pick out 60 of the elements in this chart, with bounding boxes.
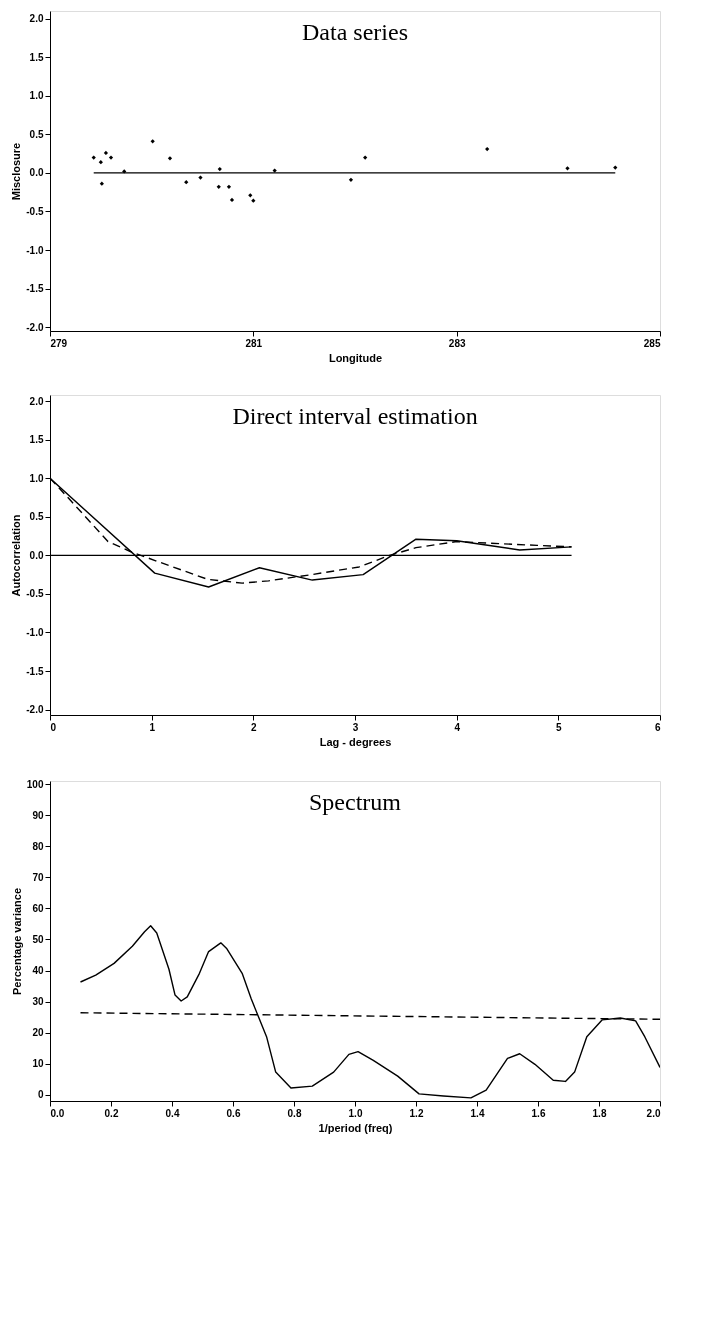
x-tick-label: 1.8	[592, 1107, 607, 1119]
y-tick-label: -1.0	[26, 626, 44, 638]
y-tick-label: 0.0	[29, 167, 44, 179]
y-tick-label: 1.5	[29, 434, 44, 446]
chart-title: Spectrum	[309, 789, 402, 815]
x-axis-title: Lag - degrees	[319, 735, 392, 748]
chart-title: Direct interval estimation	[232, 403, 478, 429]
x-tick-label: 2.0	[646, 1107, 661, 1119]
y-tick-label: 2.0	[29, 395, 44, 407]
y-tick-label: 80	[32, 840, 44, 852]
y-tick-label: -0.5	[26, 205, 44, 217]
y-tick-label: 20	[32, 1027, 44, 1039]
x-tick-label: 0.4	[165, 1107, 180, 1119]
y-tick-label: 50	[32, 933, 44, 945]
x-tick-label: 6	[654, 721, 661, 733]
x-tick-label: 0.2	[104, 1107, 119, 1119]
y-tick-label: -1.5	[26, 665, 44, 677]
x-tick-label: 5	[556, 721, 563, 733]
x-tick-label: 0.0	[50, 1107, 65, 1119]
y-tick-label: 30	[32, 996, 44, 1008]
y-tick-label: 100	[26, 778, 44, 790]
x-tick-label: 0.6	[226, 1107, 241, 1119]
y-tick-label: 0.5	[29, 511, 44, 523]
x-tick-label: 4	[454, 721, 461, 733]
y-tick-label: -0.5	[26, 588, 44, 600]
y-tick-label: -2.0	[26, 704, 44, 716]
y-tick-label: 1.0	[29, 472, 44, 484]
x-tick-label: 283	[448, 337, 466, 349]
x-tick-label: 279	[50, 337, 68, 349]
x-tick-label: 1.0	[348, 1107, 363, 1119]
y-tick-label: 60	[32, 902, 44, 914]
chart-title: Data series	[302, 19, 408, 45]
x-tick-label: 1	[149, 721, 156, 733]
y-tick-label: 1.0	[29, 90, 44, 102]
y-tick-label: 90	[32, 809, 44, 821]
x-tick-label: 1.4	[470, 1107, 485, 1119]
x-axis-title: 1/period (freq)	[318, 1121, 393, 1134]
y-axis-title: Misclosure	[10, 142, 23, 201]
y-tick-label: 0.5	[29, 128, 44, 140]
y-axis-title: Autocorrelation	[10, 514, 23, 597]
y-tick-label: -2.0	[26, 321, 44, 333]
x-tick-label: 285	[643, 337, 661, 349]
y-tick-label: 10	[32, 1058, 44, 1070]
y-axis-title: Percentage variance	[10, 887, 23, 996]
y-tick-label: 70	[32, 871, 44, 883]
x-tick-label: 2	[251, 721, 258, 733]
y-tick-label: 0	[37, 1089, 44, 1101]
y-tick-label: 2.0	[29, 13, 44, 25]
x-tick-label: 0	[50, 721, 57, 733]
y-tick-label: 1.5	[29, 51, 44, 63]
x-tick-label: 0.8	[287, 1107, 302, 1119]
y-tick-label: -1.5	[26, 283, 44, 295]
x-tick-label: 1.6	[531, 1107, 546, 1119]
y-tick-label: 0.0	[29, 549, 44, 561]
x-axis-title: Longitude	[328, 351, 383, 364]
y-tick-label: -1.0	[26, 244, 44, 256]
x-tick-label: 281	[245, 337, 263, 349]
x-tick-label: 3	[352, 721, 359, 733]
x-tick-label: 1.2	[409, 1107, 424, 1119]
y-tick-label: 40	[32, 965, 44, 977]
